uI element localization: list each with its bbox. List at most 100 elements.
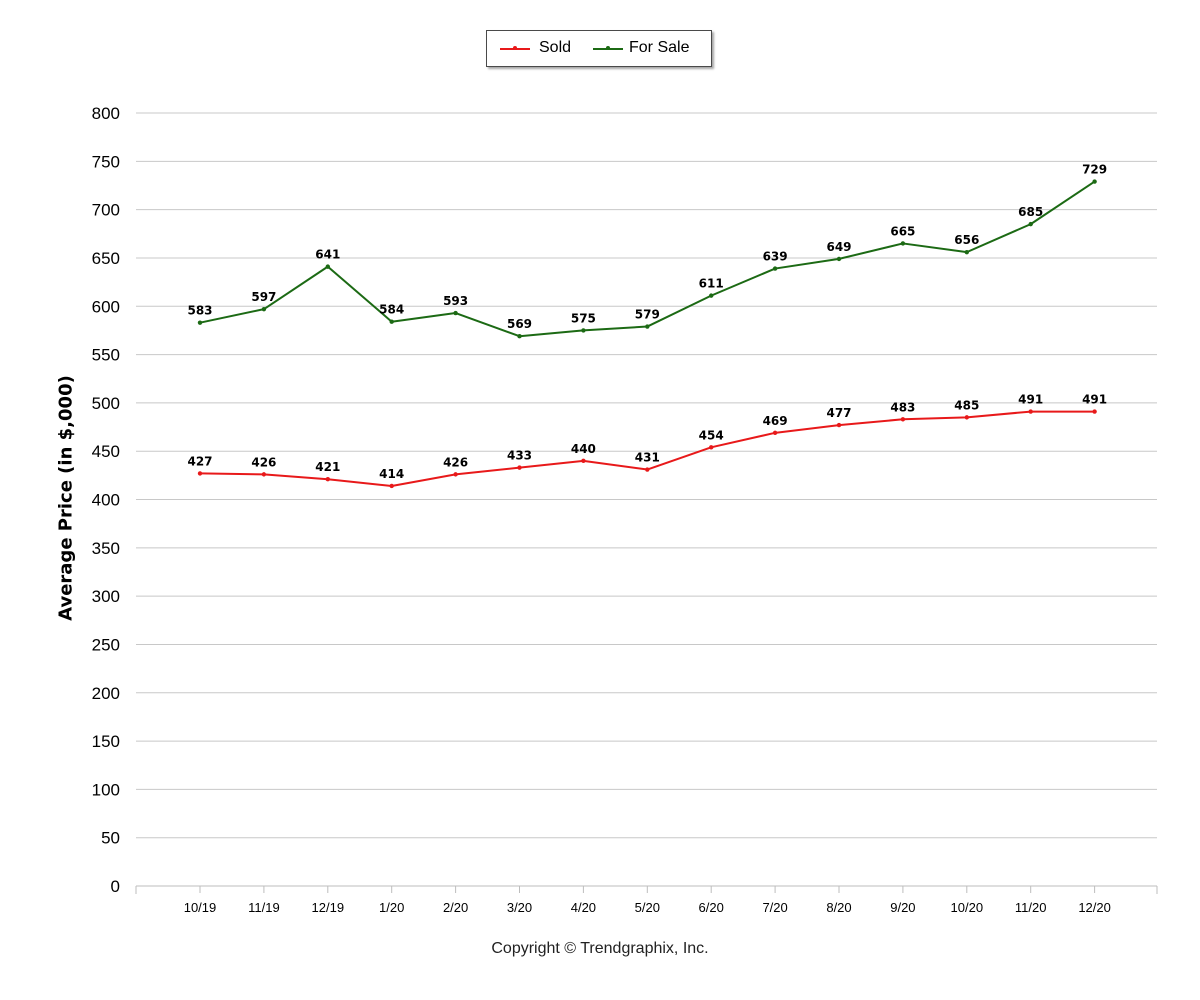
x-tick-label: 10/20 [951,900,984,915]
data-point-for-sale [709,293,714,298]
x-tick-label: 7/20 [762,900,787,915]
data-label-sold: 414 [379,467,404,481]
data-label-sold: 483 [890,400,915,414]
x-tick-label: 10/19 [184,900,217,915]
x-tick-label: 8/20 [826,900,851,915]
data-point-sold [1092,409,1097,414]
data-label-for-sale: 685 [1018,205,1043,219]
y-tick-label: 700 [92,201,120,220]
data-label-for-sale: 729 [1082,163,1107,177]
x-tick-label: 5/20 [635,900,660,915]
x-tick-label: 9/20 [890,900,915,915]
y-tick-label: 550 [92,346,120,365]
y-tick-label: 800 [92,104,120,123]
data-point-for-sale [517,334,522,339]
y-tick-label: 450 [92,442,120,461]
data-label-for-sale: 665 [890,224,915,238]
data-point-sold [645,467,650,472]
data-point-sold [261,472,267,477]
data-point-sold [581,458,586,464]
x-tick-label: 2/20 [443,900,468,915]
data-point-for-sale [645,324,650,329]
data-label-for-sale: 639 [763,250,788,264]
data-point-for-sale [1028,221,1033,227]
y-tick-label: 250 [92,635,120,654]
x-tick-label: 4/20 [571,900,596,915]
data-point-sold [836,422,842,428]
data-label-sold: 469 [763,414,788,428]
data-point-sold [772,430,778,436]
y-tick-label: 50 [101,829,120,848]
data-label-for-sale: 611 [699,277,724,291]
y-tick-label: 750 [92,152,120,171]
data-point-for-sale [325,264,330,269]
data-label-for-sale: 656 [954,233,979,247]
x-tick-label: 6/20 [699,900,724,915]
y-tick-label: 350 [92,539,120,558]
data-point-for-sale [964,249,969,255]
data-point-sold [389,483,394,489]
x-tick-label: 12/20 [1078,900,1111,915]
y-tick-label: 0 [111,877,120,896]
data-point-for-sale [389,319,394,324]
data-label-for-sale: 641 [315,248,340,262]
copyright-text: Copyright © Trendgraphix, Inc. [491,940,709,957]
legend: Sold For Sale [486,30,712,67]
data-label-sold: 491 [1082,393,1107,407]
legend-label-sold: Sold [539,39,572,56]
data-point-for-sale [772,266,778,271]
data-label-for-sale: 593 [443,294,468,308]
data-point-sold [453,472,458,477]
data-label-for-sale: 575 [571,311,596,325]
data-point-sold [517,465,522,470]
data-point-sold [900,417,906,422]
data-label-for-sale: 584 [379,303,404,317]
data-label-sold: 426 [443,455,468,469]
data-point-sold [197,471,203,476]
data-point-for-sale [197,320,203,325]
data-point-for-sale [453,310,458,316]
x-tick-label: 11/19 [248,900,280,915]
data-label-sold: 433 [507,449,532,463]
data-point-for-sale [1092,179,1097,184]
data-label-for-sale: 597 [251,290,276,304]
data-label-for-sale: 569 [507,317,532,331]
series-line-sold [199,410,1095,487]
y-tick-label: 500 [92,394,120,413]
data-label-sold: 427 [187,454,212,468]
x-tick-label: 3/20 [507,900,532,915]
data-label-sold: 426 [251,455,276,469]
data-point-for-sale [261,306,267,312]
y-tick-label: 100 [92,780,120,799]
data-point-sold [964,415,969,420]
data-point-for-sale [836,256,842,262]
data-label-sold: 491 [1018,393,1043,407]
y-tick-label: 200 [92,684,120,703]
data-point-sold [709,445,714,450]
data-label-for-sale: 649 [826,240,851,254]
x-tick-label: 1/20 [379,900,404,915]
x-tick-label: 12/19 [312,900,345,915]
x-tick-label: 11/20 [1015,900,1047,915]
data-point-sold [1028,409,1033,414]
data-label-sold: 421 [315,460,340,474]
data-label-sold: 431 [635,451,660,465]
data-label-sold: 477 [826,406,851,420]
legend-label-for-sale: For Sale [629,39,690,56]
y-tick-label: 150 [92,732,120,751]
y-tick-label: 300 [92,587,120,606]
legend-marker-sold [513,46,517,50]
y-tick-label: 600 [92,297,120,316]
y-axis-title: Average Price (in $,000) [55,375,77,621]
data-label-for-sale: 583 [187,304,212,318]
legend-marker-for-sale [606,46,610,50]
data-point-for-sale [900,241,906,246]
data-point-sold [325,477,330,482]
data-point-for-sale [581,328,586,333]
data-label-sold: 485 [954,398,979,412]
data-label-sold: 454 [699,428,724,442]
data-label-for-sale: 579 [635,308,660,322]
y-tick-label: 650 [92,249,120,268]
data-label-sold: 440 [571,442,596,456]
